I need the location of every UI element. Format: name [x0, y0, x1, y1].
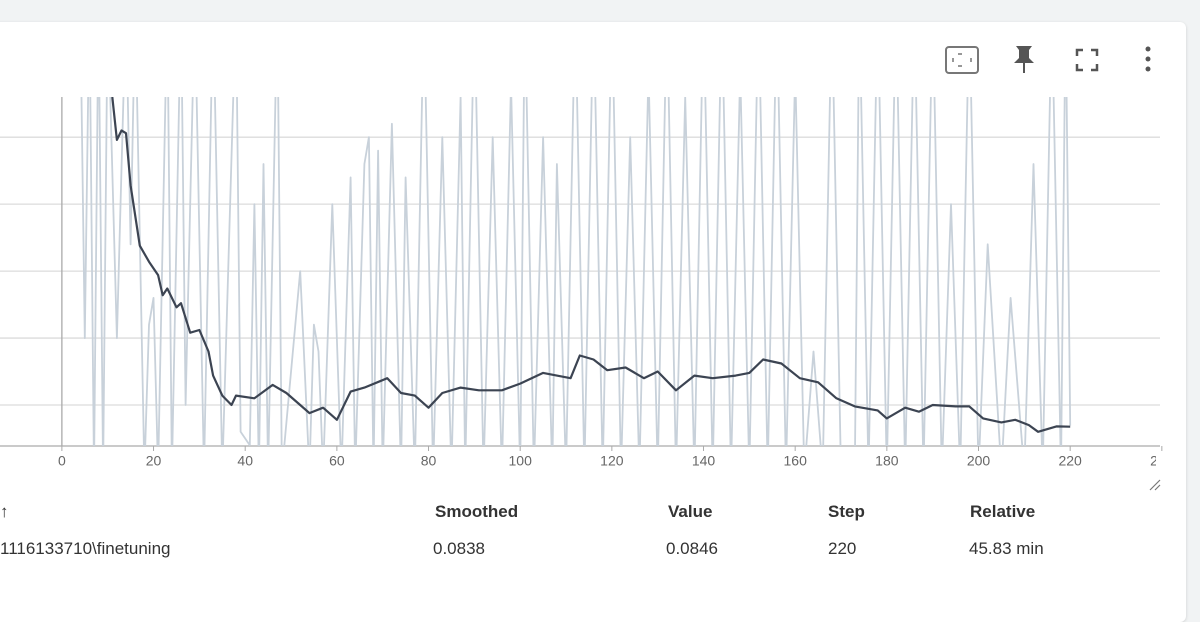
x-tick-label: 180: [875, 453, 899, 469]
cell: 0.0846: [666, 539, 718, 558]
x-tick-label: 40: [237, 453, 253, 469]
x-tick-label: 100: [509, 453, 533, 469]
table-header[interactable]: Value: [668, 502, 713, 521]
cell: 0.0838: [433, 539, 485, 558]
fit-icon-inner: [952, 53, 972, 67]
x-tick-label: 220: [1058, 453, 1082, 469]
fullscreen-icon[interactable]: [1075, 48, 1099, 72]
run-name: 1116133710\finetuning: [0, 539, 171, 558]
resize-handle[interactable]: [1149, 479, 1161, 491]
x-tick-labels: 0 20 40 60 80 100 120 140 160 180 200 220 240: [58, 453, 1174, 469]
series-line: [80, 97, 1072, 446]
table-header[interactable]: ↑: [0, 502, 9, 521]
x-tick-label: 0: [58, 453, 66, 469]
x-tick-label: 20: [146, 453, 162, 469]
series-line: [111, 97, 1071, 433]
cell: 45.83 min: [969, 539, 1044, 558]
fit-icon[interactable]: [945, 46, 979, 74]
plot: [80, 97, 1072, 446]
pin-icon[interactable]: [1014, 46, 1034, 73]
x-tick-label: 120: [600, 453, 624, 469]
table-header[interactable]: Relative: [970, 502, 1036, 521]
more-icon[interactable]: [1145, 46, 1151, 72]
x-tick-label: 140: [692, 453, 716, 469]
toolbar[interactable]: [945, 46, 1151, 74]
table-header[interactable]: Step: [828, 502, 865, 521]
cell: 220: [828, 539, 857, 558]
x-tick-label: 60: [329, 453, 345, 469]
x-tick-label: 200: [967, 453, 991, 469]
x-tick-label: 240: [1150, 453, 1174, 469]
x-tick-label: 80: [421, 453, 437, 469]
table-header[interactable]: Smoothed: [435, 502, 519, 521]
x-tick-label: 160: [784, 453, 808, 469]
